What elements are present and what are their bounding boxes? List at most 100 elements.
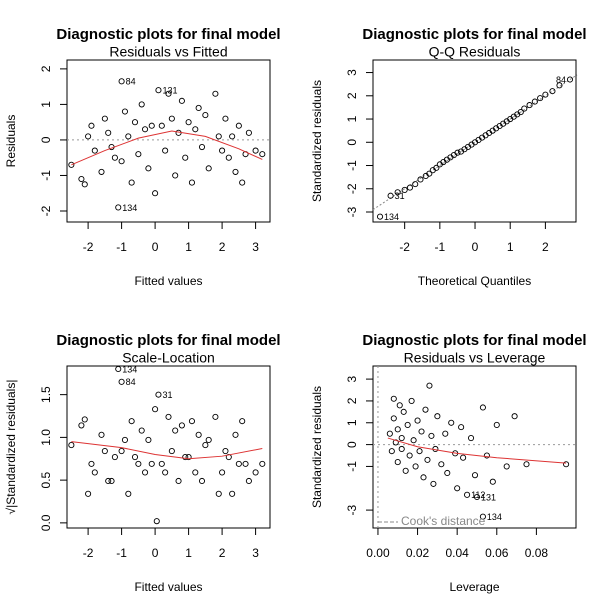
plot-frame xyxy=(66,365,271,529)
chart-title: Diagnostic plots for final model xyxy=(362,26,586,43)
plot-frame xyxy=(372,59,577,223)
data-point xyxy=(128,418,135,425)
data-point xyxy=(471,472,479,479)
y-axis-label: Standardized residuals xyxy=(310,386,324,508)
data-point xyxy=(408,397,415,404)
data-point xyxy=(245,477,252,485)
data-point xyxy=(81,416,88,423)
data-point xyxy=(81,181,88,188)
data-point xyxy=(178,422,185,429)
data-point xyxy=(192,469,199,476)
data-point xyxy=(424,456,431,463)
point-label: 134 xyxy=(122,364,137,374)
data-point xyxy=(523,461,530,468)
data-point xyxy=(242,460,249,467)
data-point xyxy=(78,422,85,429)
y-tick-label: -3 xyxy=(345,504,359,515)
data-point xyxy=(162,469,169,476)
smooth-line xyxy=(71,441,263,460)
y-tick-label: 0.5 xyxy=(39,471,53,488)
data-point xyxy=(158,460,165,467)
data-point xyxy=(454,149,461,156)
data-point xyxy=(153,518,160,525)
data-point xyxy=(222,115,229,122)
data-point xyxy=(185,453,192,461)
data-point xyxy=(205,165,212,172)
y-tick-label: -2 xyxy=(39,205,53,216)
data-point xyxy=(152,406,159,413)
data-point xyxy=(111,453,118,461)
data-point xyxy=(442,430,449,437)
data-point xyxy=(98,168,105,175)
data-point xyxy=(401,186,408,193)
y-tick-label: 3 xyxy=(345,69,359,76)
data-point xyxy=(115,365,122,373)
data-point xyxy=(111,154,118,161)
data-point xyxy=(91,469,98,476)
data-point xyxy=(433,164,440,171)
x-tick-label: -1 xyxy=(435,240,446,254)
data-point xyxy=(479,404,486,411)
data-point xyxy=(414,417,421,424)
data-point xyxy=(503,463,510,470)
data-point xyxy=(155,87,162,94)
data-point xyxy=(542,91,549,98)
x-tick-label: 3 xyxy=(252,240,259,254)
x-tick-label: 0 xyxy=(152,546,159,560)
data-point xyxy=(235,122,242,129)
point-label: 84 xyxy=(556,75,566,85)
y-axis-label: Residuals xyxy=(4,115,18,168)
data-point xyxy=(386,430,393,437)
y-tick-label: -3 xyxy=(345,206,359,217)
data-point xyxy=(473,493,481,501)
x-tick-label: -2 xyxy=(83,240,94,254)
data-point xyxy=(85,490,92,497)
x-tick-label: 0.00 xyxy=(366,546,390,560)
data-point xyxy=(125,490,132,497)
data-point xyxy=(404,421,411,428)
data-point xyxy=(155,391,162,398)
data-point xyxy=(148,122,155,129)
data-point xyxy=(138,427,145,434)
data-point xyxy=(229,133,236,140)
data-point xyxy=(252,469,259,476)
data-point xyxy=(219,469,226,476)
data-point xyxy=(188,418,195,425)
data-point xyxy=(493,421,500,428)
data-point xyxy=(118,158,125,165)
data-point xyxy=(205,436,212,443)
chart-title: Diagnostic plots for final model xyxy=(56,26,280,43)
y-tick-label: -2 xyxy=(345,183,359,194)
data-point xyxy=(131,119,139,126)
smooth-line xyxy=(71,130,263,166)
data-point xyxy=(259,151,266,158)
data-point xyxy=(105,129,112,136)
data-point xyxy=(483,452,490,459)
y-tick-label: 1 xyxy=(345,115,359,122)
data-point xyxy=(101,448,108,455)
data-point xyxy=(145,165,152,172)
data-point xyxy=(563,461,570,468)
chart-subtitle: Scale-Location xyxy=(122,350,215,366)
data-point xyxy=(128,179,135,186)
point-label: 31 xyxy=(162,390,172,400)
data-point xyxy=(182,154,189,161)
data-point xyxy=(225,154,232,161)
data-point xyxy=(410,437,417,444)
data-point xyxy=(168,448,175,455)
x-tick-label: 1 xyxy=(185,240,192,254)
y-tick-label: -1 xyxy=(345,461,359,472)
data-point xyxy=(198,477,206,485)
x-axis-label: Theoretical Quantiles xyxy=(418,274,531,288)
data-point xyxy=(148,460,155,467)
data-point xyxy=(108,477,115,485)
data-point xyxy=(566,76,574,83)
data-point xyxy=(556,82,563,89)
x-tick-label: 0.08 xyxy=(525,546,549,560)
data-point xyxy=(192,126,199,133)
data-point xyxy=(235,460,242,467)
data-point xyxy=(245,129,252,136)
data-point xyxy=(460,454,467,461)
x-tick-label: -2 xyxy=(83,546,94,560)
y-tick-label: 2 xyxy=(345,92,359,99)
